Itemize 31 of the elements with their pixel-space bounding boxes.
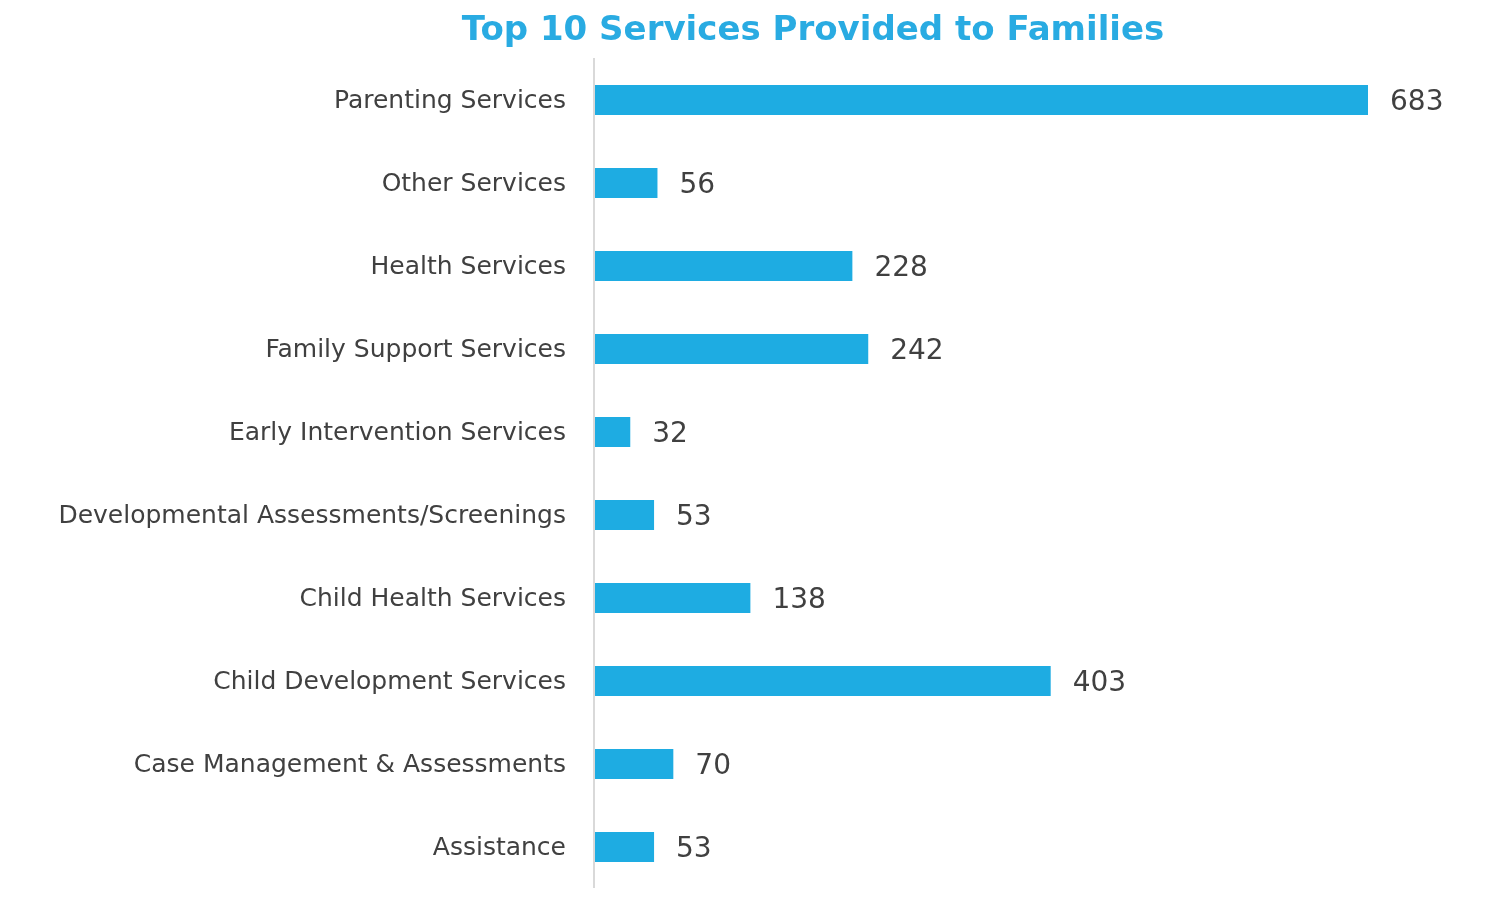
y-tick-label: Family Support Services — [265, 334, 566, 364]
y-tick-label: Other Services — [381, 168, 566, 198]
data-label: 32 — [652, 415, 688, 449]
data-label: 53 — [676, 830, 712, 864]
data-label: 70 — [695, 747, 731, 781]
bar — [594, 417, 631, 447]
y-tick-label: Child Development Services — [213, 666, 566, 696]
bar — [594, 749, 674, 779]
y-tick-label: Health Services — [370, 251, 566, 281]
bar — [594, 583, 751, 613]
data-label: 138 — [772, 581, 826, 615]
data-label: 242 — [890, 332, 944, 366]
data-label: 56 — [679, 166, 716, 200]
bar — [594, 334, 869, 364]
bar — [594, 168, 658, 198]
y-tick-label: Developmental Assessments/Screenings — [58, 500, 566, 530]
y-tick-label: Case Management & Assessments — [133, 749, 566, 779]
data-label: 228 — [874, 249, 928, 283]
y-tick-label: Early Intervention Services — [228, 417, 566, 447]
bar — [594, 832, 655, 862]
data-label: 403 — [1072, 664, 1127, 698]
bar — [594, 85, 1368, 115]
y-tick-label: Child Health Services — [299, 583, 566, 613]
bar — [594, 500, 655, 530]
y-tick-label: Parenting Services — [333, 85, 566, 115]
data-label: 683 — [1390, 83, 1444, 117]
chart-title: Top 10 Services Provided to Families — [460, 8, 1166, 48]
data-label: 53 — [676, 498, 712, 532]
bar — [594, 251, 853, 281]
y-tick-label: Assistance — [432, 832, 566, 862]
bar — [594, 666, 1051, 696]
